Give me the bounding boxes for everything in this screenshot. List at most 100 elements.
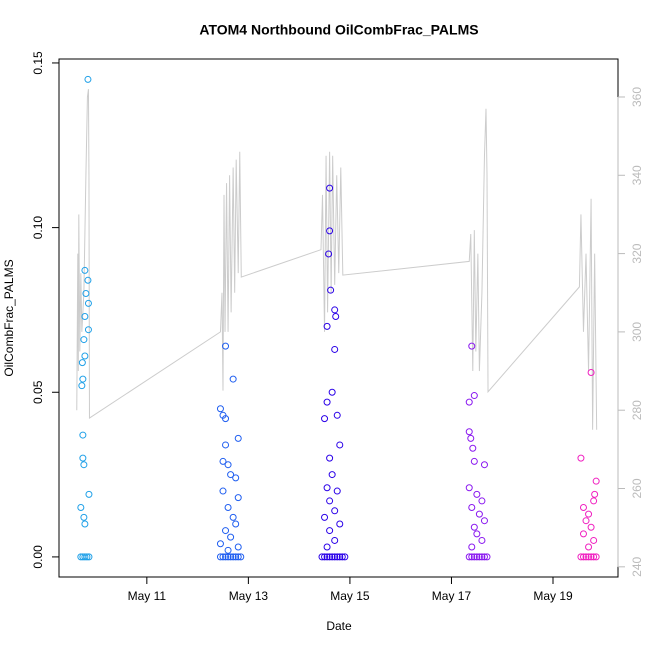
point (321, 553, 329, 561)
point (577, 454, 585, 462)
y-tick-label: 0.15 (31, 51, 45, 75)
point (585, 510, 593, 518)
point (229, 375, 237, 383)
point (84, 276, 92, 284)
point (467, 434, 475, 442)
point (478, 553, 486, 561)
y-tick-label: 0.10 (31, 216, 45, 240)
point (468, 504, 476, 512)
point (328, 388, 336, 396)
point (326, 527, 334, 535)
point (323, 398, 331, 406)
point (224, 504, 232, 512)
point (84, 75, 92, 83)
point (480, 553, 488, 561)
point (480, 461, 488, 469)
point (341, 553, 349, 561)
point (216, 540, 224, 548)
point (234, 494, 242, 502)
point (237, 553, 245, 561)
y2-tick-label: 240 (630, 556, 644, 576)
point (227, 471, 235, 479)
point (338, 553, 346, 561)
point (78, 359, 86, 367)
point (323, 322, 331, 330)
point (478, 536, 486, 544)
point (323, 543, 331, 551)
point (80, 513, 88, 521)
point (216, 553, 224, 561)
point (590, 497, 598, 505)
point (326, 227, 334, 235)
point (592, 477, 600, 485)
point (216, 405, 224, 413)
point (327, 286, 335, 294)
point (321, 415, 329, 423)
point (77, 504, 85, 512)
point (469, 444, 477, 452)
point (577, 553, 585, 561)
point (473, 530, 481, 538)
point (336, 441, 344, 449)
point (579, 504, 587, 512)
point (81, 352, 89, 360)
point (234, 543, 242, 551)
point (587, 523, 595, 531)
y2-tick-label: 320 (630, 243, 644, 263)
point (470, 553, 478, 561)
point (219, 553, 227, 561)
point (229, 513, 237, 521)
point (585, 543, 593, 551)
point (79, 375, 87, 383)
point (465, 398, 473, 406)
point (468, 342, 476, 350)
point (80, 461, 88, 469)
y2-tick-label: 280 (630, 400, 644, 420)
point (470, 523, 478, 531)
point (222, 415, 230, 423)
point (470, 392, 478, 400)
point (234, 553, 242, 561)
point (585, 553, 593, 561)
point (333, 411, 341, 419)
point (323, 553, 331, 561)
point (336, 553, 344, 561)
point (332, 313, 340, 321)
point (331, 306, 339, 314)
point (232, 520, 240, 528)
point (227, 553, 235, 561)
x-axis-label: Date (326, 619, 352, 633)
point (84, 299, 92, 307)
point (232, 474, 240, 482)
point (328, 471, 336, 479)
point (470, 457, 478, 465)
point (79, 454, 87, 462)
point (331, 536, 339, 544)
point (227, 533, 235, 541)
point (79, 431, 87, 439)
point (84, 326, 92, 334)
point (326, 553, 334, 561)
x-tick-label: May 13 (229, 589, 269, 603)
point (465, 484, 473, 492)
point (591, 490, 599, 498)
x-tick-label: May 15 (330, 589, 370, 603)
point (222, 441, 230, 449)
point (232, 553, 240, 561)
point (465, 553, 473, 561)
x-tick-label: May 17 (432, 589, 472, 603)
point (321, 513, 329, 521)
point (222, 553, 230, 561)
point (483, 553, 491, 561)
line (76, 89, 598, 430)
y2-tick-label: 360 (630, 87, 644, 107)
point (336, 520, 344, 528)
point (582, 553, 590, 561)
point (331, 507, 339, 515)
point (81, 266, 89, 274)
point (587, 553, 595, 561)
x-tick-label: May 19 (533, 589, 573, 603)
point (326, 184, 334, 192)
point (323, 484, 331, 492)
